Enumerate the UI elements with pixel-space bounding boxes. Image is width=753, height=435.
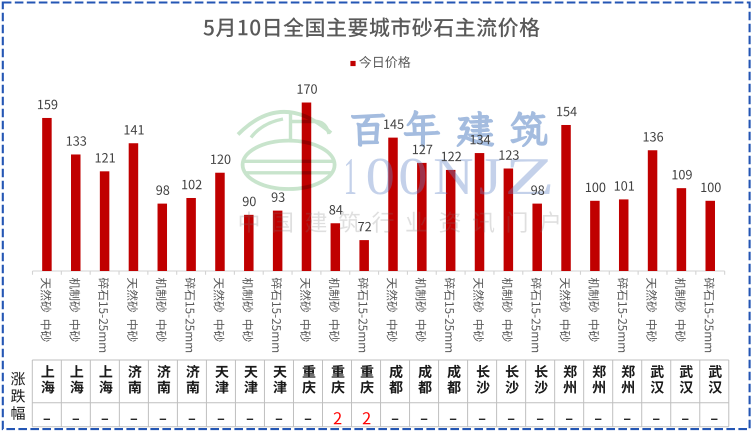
svg-text:0: 0 — [398, 147, 427, 206]
svg-text:1: 1 — [344, 148, 357, 206]
svg-text:J: J — [479, 147, 502, 206]
svg-text:N: N — [433, 147, 473, 205]
svg-text:0: 0 — [366, 147, 395, 206]
svg-text:Z: Z — [504, 147, 555, 206]
